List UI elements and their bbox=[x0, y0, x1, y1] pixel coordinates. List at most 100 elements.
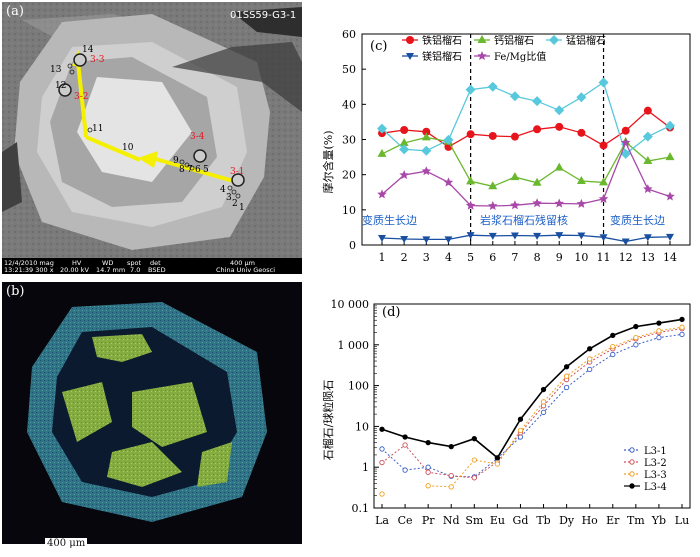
y-tick-label: 10 bbox=[342, 204, 356, 217]
data-point bbox=[599, 234, 608, 242]
data-point bbox=[379, 491, 385, 497]
data-point bbox=[563, 384, 570, 391]
x-tick-label: Sm bbox=[465, 514, 484, 527]
sem-wd-value: 14.7 mm bbox=[96, 266, 126, 274]
legend-marker bbox=[477, 35, 487, 43]
data-point bbox=[488, 131, 497, 140]
data-point bbox=[656, 334, 662, 341]
data-point bbox=[488, 181, 498, 190]
x-tick-label: Yb bbox=[651, 514, 666, 527]
sem-info-bar: 12/4/2010 mag 13:21:39 300 x HV 20.00 kV… bbox=[2, 258, 302, 274]
data-point bbox=[399, 138, 409, 147]
y-tick-label: 30 bbox=[342, 134, 356, 147]
data-point bbox=[555, 122, 564, 131]
data-point bbox=[510, 132, 519, 141]
data-point bbox=[466, 176, 476, 185]
data-point bbox=[665, 152, 675, 161]
sem-hv-label: HV bbox=[72, 259, 82, 267]
sem-det-label: det bbox=[150, 259, 161, 267]
legend-label: L3-2 bbox=[644, 458, 667, 469]
x-tick-label: 5 bbox=[467, 251, 474, 264]
red-spot-label: 3-4 bbox=[190, 132, 205, 142]
sem-scale: 400 μm bbox=[230, 259, 255, 267]
x-tick-label: La bbox=[375, 514, 389, 527]
x-tick-label: Er bbox=[606, 514, 620, 527]
data-point bbox=[563, 364, 570, 370]
spot-number: 7 bbox=[187, 165, 193, 175]
data-point bbox=[399, 170, 409, 180]
series-line bbox=[428, 326, 683, 488]
data-point bbox=[610, 344, 616, 350]
data-point bbox=[510, 232, 519, 240]
data-point bbox=[679, 316, 685, 323]
data-point bbox=[422, 236, 431, 244]
panel-b-label: (b) bbox=[6, 284, 25, 299]
series-line bbox=[381, 318, 683, 460]
data-point bbox=[425, 483, 431, 489]
spot-number: 2 bbox=[232, 199, 238, 209]
data-point bbox=[665, 191, 675, 201]
data-point bbox=[642, 131, 653, 142]
y-tick-label: 50 bbox=[342, 63, 356, 76]
data-point bbox=[643, 155, 653, 164]
legend-marker bbox=[406, 36, 414, 44]
data-point bbox=[679, 324, 685, 330]
data-point bbox=[587, 346, 593, 352]
x-tick-label: Lu bbox=[675, 514, 689, 527]
data-point bbox=[510, 172, 520, 181]
data-point bbox=[488, 201, 498, 210]
x-tick-label: Pr bbox=[422, 514, 435, 527]
plot-frame bbox=[373, 303, 691, 509]
y-tick-label: 1 000 bbox=[338, 339, 370, 352]
chart-c-panel-label: (c) bbox=[370, 39, 387, 54]
y-tick-label: 100 bbox=[348, 380, 369, 393]
data-point bbox=[494, 455, 501, 461]
legend-marker bbox=[629, 459, 635, 465]
sample-id: 01SS59-G3-1 bbox=[230, 10, 296, 21]
data-point bbox=[599, 177, 609, 186]
data-point bbox=[400, 236, 409, 244]
legend-label: 镁铝榴石 bbox=[422, 50, 462, 63]
data-point bbox=[633, 334, 639, 341]
data-point bbox=[540, 386, 547, 393]
data-point bbox=[448, 473, 454, 479]
data-point bbox=[577, 128, 586, 137]
data-point bbox=[554, 198, 564, 208]
x-tick-label: 13 bbox=[641, 251, 655, 264]
data-point bbox=[379, 426, 385, 432]
legend-marker bbox=[477, 51, 487, 60]
x-tick-label: 6 bbox=[489, 251, 496, 264]
data-point bbox=[465, 200, 476, 210]
sem-time: 13:21:39 300 x bbox=[4, 266, 54, 274]
data-point bbox=[448, 484, 454, 490]
legend-marker bbox=[406, 53, 414, 60]
data-point bbox=[402, 467, 408, 473]
series-line bbox=[381, 333, 683, 478]
legend-label: L3-3 bbox=[644, 470, 667, 481]
data-point bbox=[577, 232, 586, 240]
map-scale-label: 400 μm bbox=[45, 538, 88, 549]
data-point bbox=[679, 331, 685, 338]
legend-marker bbox=[629, 471, 635, 477]
spot-number: 5 bbox=[203, 165, 209, 175]
y-tick-label: 0 bbox=[349, 239, 356, 252]
data-point bbox=[656, 328, 662, 334]
data-point bbox=[555, 232, 564, 240]
spot-numbers: 14 13 12 11 10 9 8 7 6 5 4 3 2 1 bbox=[50, 45, 245, 213]
data-point bbox=[533, 125, 542, 134]
data-point bbox=[620, 148, 631, 159]
sem-wd-label: WD bbox=[102, 259, 114, 267]
data-point bbox=[643, 234, 652, 242]
x-tick-label: 4 bbox=[445, 251, 452, 264]
data-point bbox=[466, 232, 475, 240]
x-tick-label: Eu bbox=[490, 514, 505, 527]
data-point bbox=[377, 148, 387, 157]
data-point bbox=[633, 323, 639, 330]
data-point bbox=[610, 351, 616, 358]
data-point bbox=[379, 446, 385, 452]
x-tick-label: 10 bbox=[574, 251, 588, 264]
y-tick-label: 20 bbox=[342, 169, 356, 182]
data-point bbox=[666, 233, 674, 241]
x-tick-label: Dy bbox=[559, 514, 575, 527]
chart-d-panel-label: (d) bbox=[382, 305, 400, 320]
